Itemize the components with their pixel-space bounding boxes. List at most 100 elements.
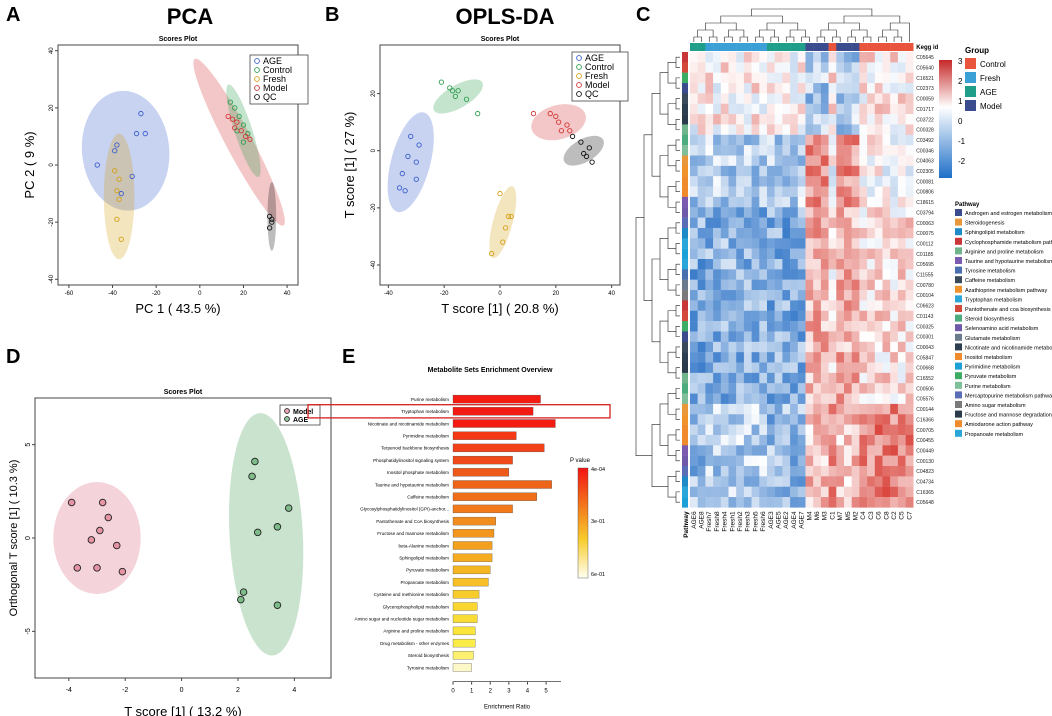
heatmap-cell	[759, 155, 768, 167]
colorbar-tick: -1	[958, 137, 966, 146]
heatmap-cell	[751, 62, 760, 73]
heatmap-cell	[874, 176, 883, 187]
heatmap-cell	[751, 93, 760, 104]
heatmap-cell	[820, 476, 829, 487]
heatmap-cell	[728, 155, 737, 167]
row-label: C05695	[916, 262, 934, 268]
heatmap-cell	[813, 207, 822, 218]
heatmap-cell	[905, 455, 914, 467]
legend-label-fresh: Fresh	[585, 71, 608, 81]
row-pathway-strip	[682, 290, 688, 301]
row-label: C05648	[916, 500, 934, 506]
bar	[452, 455, 513, 465]
column-label: M7	[837, 511, 844, 520]
point-model	[93, 564, 101, 572]
heatmap-cell	[897, 186, 906, 198]
heatmap-cell	[697, 424, 706, 436]
dendrogram-link	[893, 36, 903, 42]
heatmap-cell	[820, 445, 829, 456]
heatmap-cell	[859, 300, 868, 311]
heatmap-cell	[751, 445, 760, 456]
heatmap-cell	[797, 62, 806, 73]
heatmap-cell	[713, 196, 721, 208]
heatmap-cell	[697, 134, 706, 146]
heatmap-cell	[690, 248, 698, 260]
heatmap-cell	[751, 259, 760, 270]
heatmap-cell	[867, 497, 875, 508]
heatmap-cell	[867, 372, 875, 384]
heatmap-cell	[897, 445, 906, 456]
heatmap-cell	[882, 403, 891, 415]
heatmap-cell	[697, 176, 706, 187]
row-label: C00301	[916, 335, 934, 341]
heatmap-cell	[736, 434, 745, 446]
heatmap-cell	[890, 259, 899, 270]
heatmap-cell	[774, 103, 783, 115]
pathway-swatch	[955, 410, 962, 418]
bar	[452, 663, 472, 672]
dendrogram-link	[667, 227, 676, 249]
dendrogram-link	[847, 36, 856, 42]
point-qc	[266, 225, 273, 231]
heatmap-cell	[705, 331, 714, 342]
heatmap-cell	[897, 466, 906, 477]
heatmap-cell	[820, 393, 829, 405]
heatmap-cell	[836, 62, 845, 73]
pathway-swatch	[955, 276, 962, 284]
y-tick-label: 40	[49, 47, 55, 54]
heatmap-cell	[790, 186, 798, 198]
heatmap-cell	[743, 134, 752, 146]
point-age	[273, 601, 282, 609]
heatmap-cell	[705, 52, 714, 63]
heatmap-cell	[774, 134, 783, 146]
heatmap-cell	[759, 414, 768, 425]
heatmap-cell	[890, 476, 899, 487]
heatmap-cell	[813, 52, 822, 63]
heatmap-cell	[713, 414, 721, 425]
heatmap-cell	[905, 486, 914, 498]
heatmap-cell	[759, 383, 768, 394]
heatmap-cell	[820, 196, 829, 208]
confidence-ellipse-fresh	[103, 133, 135, 260]
heatmap-cell	[867, 176, 875, 187]
heatmap-cell	[759, 83, 768, 94]
heatmap-cell	[805, 300, 814, 311]
heatmap-cell	[782, 414, 791, 425]
heatmap-cell	[828, 248, 837, 260]
row-label: C04823	[916, 469, 934, 475]
heatmap-cell	[736, 331, 745, 342]
heatmap-cell	[751, 352, 760, 363]
dendrogram-link	[675, 305, 680, 317]
heatmap-cell	[897, 248, 906, 260]
heatmap-cell	[767, 352, 775, 363]
pathway-swatch	[955, 218, 962, 226]
confidence-ellipse-model	[53, 482, 141, 594]
chart-title: Metabolite Sets Enrichment Overview	[428, 367, 553, 374]
heatmap-cell	[897, 62, 906, 73]
heatmap-cell	[867, 155, 875, 167]
heatmap-cell	[820, 93, 829, 104]
heatmap-cell	[797, 445, 806, 456]
heatmap-cell	[782, 290, 791, 301]
heatmap-cell	[690, 300, 698, 311]
heatmap-cell	[697, 217, 706, 229]
heatmap-cell	[882, 248, 891, 260]
bar	[452, 492, 537, 501]
heatmap-cell	[720, 352, 729, 363]
heatmap-cell	[828, 362, 837, 374]
heatmap-cell	[905, 155, 914, 167]
legend-marker-age	[576, 55, 582, 61]
row-label: C00806	[916, 190, 934, 196]
point-fresh	[118, 236, 124, 242]
heatmap-cell	[859, 434, 868, 446]
heatmap-cell	[828, 165, 837, 177]
dendrogram-link	[675, 325, 680, 337]
row-pathway-strip	[682, 114, 688, 125]
heatmap-cell	[774, 62, 783, 73]
heatmap-cell	[836, 310, 845, 322]
heatmap-cell	[782, 321, 791, 332]
heatmap-cell	[690, 93, 698, 104]
heatmap-cell	[828, 383, 837, 394]
heatmap-cell	[751, 83, 760, 94]
column-label: C7	[906, 511, 913, 520]
